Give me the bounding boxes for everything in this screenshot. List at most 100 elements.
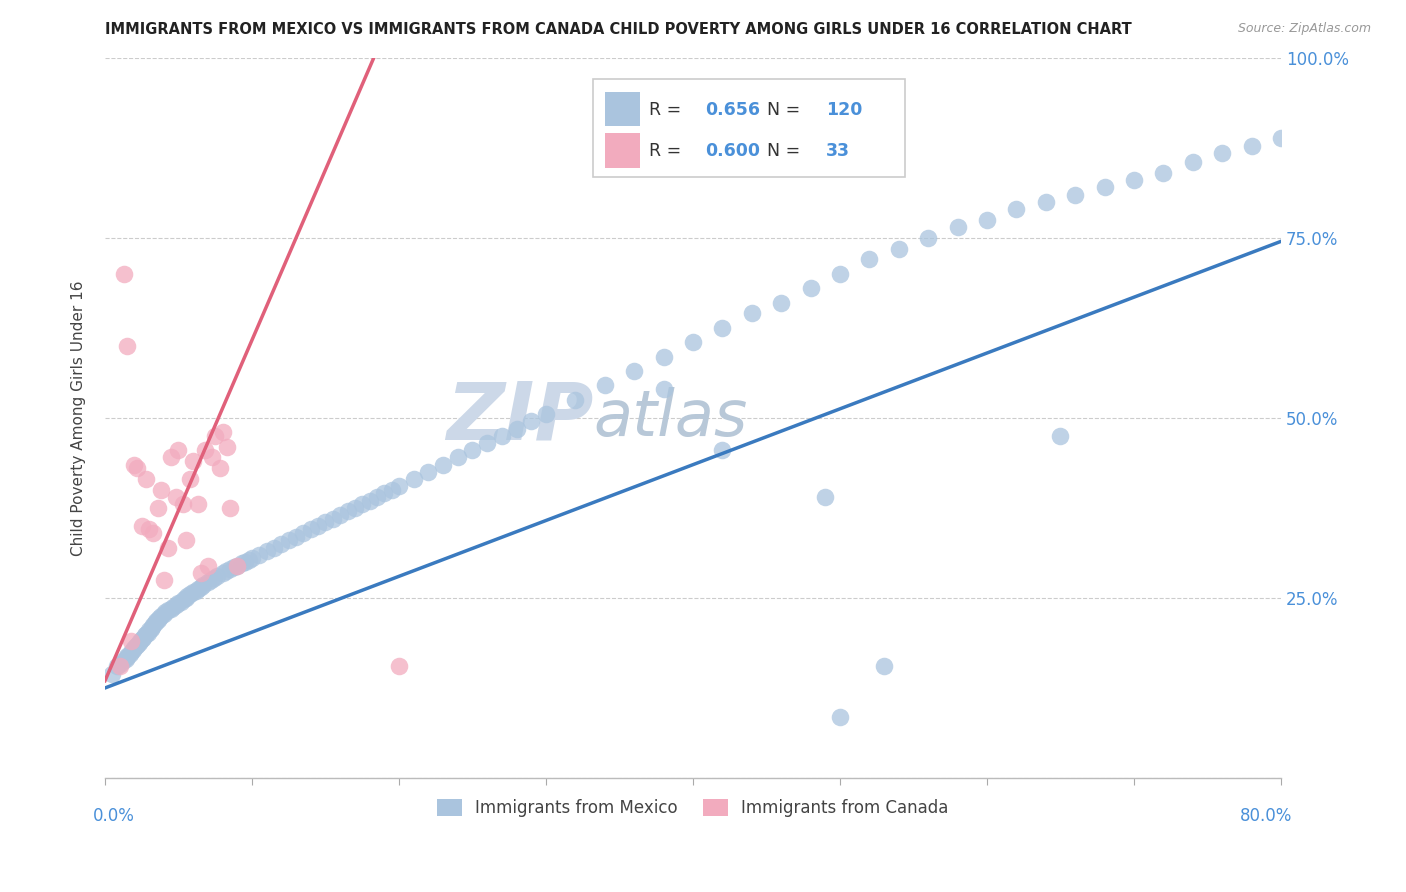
Point	[447, 450, 470, 465]
Point	[388, 659, 411, 673]
Text: IMMIGRANTS FROM MEXICO VS IMMIGRANTS FROM CANADA CHILD POVERTY AMONG GIRLS UNDER: IMMIGRANTS FROM MEXICO VS IMMIGRANTS FRO…	[105, 22, 1132, 37]
Point	[240, 551, 263, 566]
Point	[145, 614, 167, 628]
Point	[1005, 202, 1028, 216]
Point	[165, 490, 187, 504]
Text: 0.656: 0.656	[704, 101, 759, 119]
Point	[114, 652, 136, 666]
Point	[190, 566, 212, 580]
Point	[564, 392, 586, 407]
Point	[814, 490, 837, 504]
Point	[381, 483, 404, 497]
Point	[136, 625, 159, 640]
Point	[219, 562, 242, 576]
Point	[105, 659, 128, 673]
Point	[179, 472, 201, 486]
Point	[402, 472, 425, 486]
Point	[1123, 173, 1146, 187]
Point	[193, 578, 215, 592]
Point	[122, 642, 145, 657]
Point	[770, 295, 793, 310]
Point	[124, 641, 146, 656]
Text: N =: N =	[768, 101, 806, 119]
Point	[233, 555, 256, 569]
Point	[131, 632, 153, 646]
Point	[152, 607, 174, 621]
Point	[149, 483, 172, 497]
Point	[160, 450, 183, 465]
Point	[118, 647, 141, 661]
Point	[292, 526, 315, 541]
Point	[128, 635, 150, 649]
Point	[141, 620, 163, 634]
Point	[143, 616, 166, 631]
Point	[173, 592, 195, 607]
Point	[314, 516, 336, 530]
Point	[184, 583, 207, 598]
Point	[520, 414, 543, 428]
Text: ZIP: ZIP	[446, 379, 593, 457]
Point	[148, 611, 170, 625]
Point	[741, 306, 763, 320]
Point	[142, 618, 165, 632]
Point	[167, 596, 190, 610]
Point	[652, 350, 675, 364]
Point	[127, 461, 149, 475]
Point	[505, 422, 527, 436]
FancyBboxPatch shape	[605, 133, 640, 168]
Point	[917, 231, 939, 245]
Point	[946, 219, 969, 234]
Point	[1270, 131, 1292, 145]
Point	[187, 582, 209, 597]
FancyBboxPatch shape	[605, 92, 640, 126]
Point	[202, 571, 225, 585]
Point	[174, 591, 197, 605]
FancyBboxPatch shape	[593, 79, 904, 177]
Point	[247, 548, 270, 562]
Point	[197, 558, 219, 573]
Point	[125, 639, 148, 653]
Point	[146, 500, 169, 515]
Text: N =: N =	[768, 142, 806, 160]
Point	[129, 634, 152, 648]
Point	[388, 479, 411, 493]
Point	[138, 624, 160, 638]
Point	[138, 523, 160, 537]
Point	[887, 242, 910, 256]
Text: 33: 33	[825, 142, 849, 160]
Point	[285, 530, 308, 544]
Point	[194, 443, 217, 458]
Point	[165, 598, 187, 612]
Point	[142, 526, 165, 541]
Point	[307, 519, 329, 533]
Point	[352, 497, 374, 511]
Point	[179, 587, 201, 601]
Point	[187, 497, 209, 511]
Point	[111, 654, 134, 668]
Point	[197, 575, 219, 590]
Text: R =: R =	[650, 142, 688, 160]
Point	[1152, 166, 1174, 180]
Point	[800, 281, 823, 295]
Point	[432, 458, 454, 472]
Point	[491, 429, 513, 443]
Text: atlas: atlas	[593, 387, 747, 449]
Point	[593, 378, 616, 392]
Point	[299, 523, 322, 537]
Point	[135, 472, 157, 486]
Y-axis label: Child Poverty Among Girls Under 16: Child Poverty Among Girls Under 16	[72, 280, 86, 556]
Point	[1211, 145, 1233, 160]
Point	[201, 450, 224, 465]
Point	[181, 585, 204, 599]
Point	[200, 573, 222, 587]
Legend: Immigrants from Mexico, Immigrants from Canada: Immigrants from Mexico, Immigrants from …	[430, 792, 956, 823]
Point	[623, 364, 645, 378]
Point	[1240, 138, 1263, 153]
Point	[124, 458, 146, 472]
Point	[120, 645, 142, 659]
Point	[858, 252, 880, 267]
Point	[652, 382, 675, 396]
Point	[322, 511, 344, 525]
Text: R =: R =	[650, 101, 688, 119]
Point	[1094, 180, 1116, 194]
